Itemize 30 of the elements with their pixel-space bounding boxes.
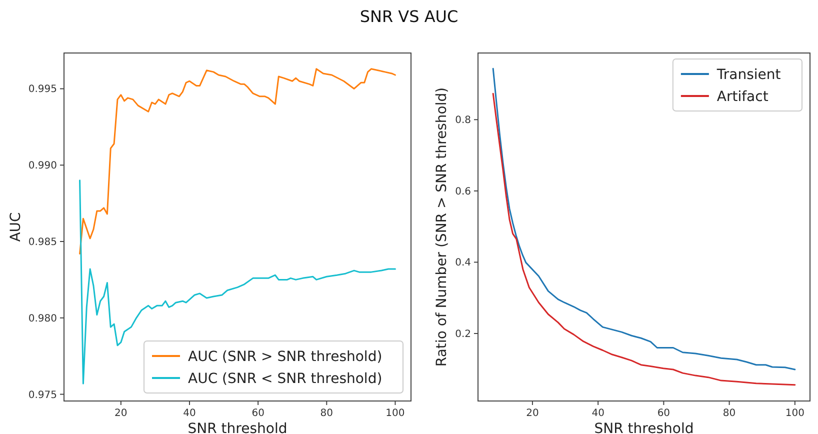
x-tick-label: 40 — [592, 408, 604, 419]
y-tick-label: 0.985 — [28, 237, 57, 248]
x-tick-label: 40 — [183, 408, 196, 419]
y-tick-label: 0.4 — [455, 258, 471, 269]
x-axis-title: SNR threshold — [594, 421, 694, 434]
y-tick-label: 0.980 — [28, 313, 57, 324]
y-tick-label: 0.975 — [28, 390, 57, 401]
x-tick-label: 80 — [320, 408, 334, 419]
chart-title: SNR VS AUC — [360, 7, 458, 26]
x-tick-label: 100 — [386, 408, 405, 419]
y-tick-label: 0.2 — [455, 328, 471, 340]
x-axis-title: SNR threshold — [188, 421, 288, 434]
x-tick-label: 60 — [252, 408, 264, 419]
legend-label: Transient — [716, 67, 782, 83]
y-tick-label: 0.8 — [455, 115, 471, 126]
y-tick-label: 0.990 — [28, 160, 57, 172]
x-tick-label: 20 — [526, 408, 539, 419]
legend-label: AUC (SNR < SNR threshold) — [188, 371, 382, 387]
line-series — [79, 68, 396, 254]
line-series — [79, 180, 396, 384]
x-tick-label: 100 — [785, 408, 804, 419]
y-tick-label: 0.6 — [455, 186, 471, 198]
y-axis-title: AUC — [8, 212, 24, 242]
y-tick-label: 0.995 — [28, 84, 57, 96]
x-tick-label: 20 — [114, 408, 128, 419]
x-tick-label: 60 — [657, 408, 670, 419]
legend-label: AUC (SNR > SNR threshold) — [188, 349, 382, 365]
y-axis-title: Ratio of Number (SNR > SNR threshold) — [434, 87, 450, 367]
x-tick-label: 80 — [722, 408, 736, 419]
legend-label: Artifact — [716, 89, 769, 105]
